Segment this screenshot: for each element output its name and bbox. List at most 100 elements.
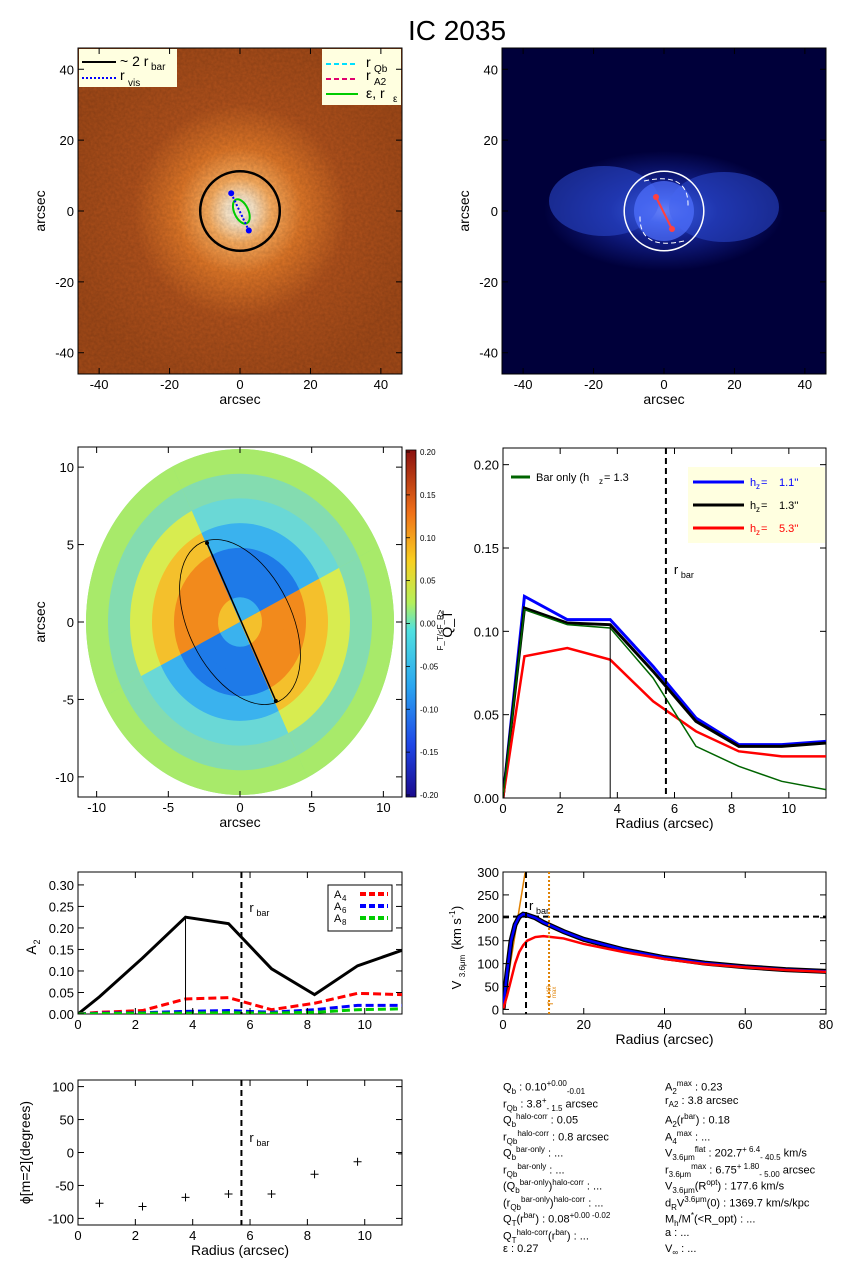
panel5-series-line — [78, 991, 402, 1014]
stat-text: : ... — [678, 1243, 697, 1255]
panel2-ytick-label: -40 — [479, 346, 498, 361]
panel4-legend-eq: = — [761, 500, 767, 512]
panel7-ytick-label: 50 — [60, 1113, 74, 1128]
stat-sup: bar — [555, 1227, 567, 1237]
stat-text: : 0.27 — [507, 1243, 539, 1255]
panel6-ylabel: V — [449, 980, 464, 989]
panel5-ylabel-sub: 2 — [32, 939, 42, 944]
panel3-map — [77, 446, 403, 798]
stat-sub: A2 — [668, 1099, 679, 1109]
stat-line: ε : 0.27 — [503, 1241, 610, 1258]
panel3-colorbar-label: 0.15 — [420, 491, 436, 500]
stat-line: QT(rbar) : 0.08+0.00 -0.02 — [503, 1208, 610, 1228]
stat-sub: 4 — [672, 1136, 677, 1146]
panel6-ylabel-paren: ) — [449, 906, 464, 910]
panel6-rmax-sub: max — [552, 987, 558, 998]
panel1-ytick-label: 0 — [67, 204, 74, 219]
stat-text: : ... — [546, 1164, 565, 1177]
panel7-point — [95, 1199, 104, 1208]
panel1-xtick-label: 40 — [374, 377, 388, 392]
stat-text: : 0.10 — [516, 1081, 547, 1094]
stat-text: V — [665, 1147, 673, 1160]
stat-text: r — [503, 1131, 507, 1144]
stat-text: : ... — [544, 1147, 564, 1160]
panel4-xlabel: Radius (arcsec) — [615, 815, 713, 831]
stat-sup: max — [676, 1079, 692, 1088]
stat-text: (r — [503, 1197, 511, 1210]
stat-text: A — [665, 1114, 673, 1127]
stat-sup: + 6.4 — [742, 1145, 761, 1154]
panel5-legend: A 4A 6A 8 — [327, 884, 393, 932]
stat-text: /M — [678, 1213, 691, 1226]
stat-sup: +0.00 — [546, 1079, 567, 1088]
stat-text: : 3.8 arcsec — [678, 1094, 739, 1107]
stat-text: V — [676, 1197, 685, 1210]
stat-sub: Qb — [510, 1202, 521, 1212]
panel3-colorbar-title: F_T/<F_R> — [436, 609, 445, 650]
panel5-legend-sub: 6 — [342, 906, 347, 915]
stat-sub: Qb — [506, 1169, 518, 1179]
panel4-legend-name: h — [750, 523, 756, 535]
panel4-rbar-label: r — [674, 562, 679, 577]
stat-sup: max — [691, 1161, 707, 1171]
stat-sup: max — [676, 1128, 692, 1138]
panel3-colorbar-label: -0.15 — [420, 748, 439, 757]
panel4-ytick-label: 0.15 — [474, 541, 499, 556]
panel3-ring-segment — [220, 622, 250, 647]
panel4-xtick-label: 2 — [557, 801, 564, 816]
panel6-ytick-label: 300 — [477, 865, 499, 880]
stat-sub: Qb — [506, 1103, 518, 1113]
panel1-rvis-point — [245, 227, 252, 234]
panel7-point — [310, 1170, 319, 1179]
stat-text: r — [665, 1164, 669, 1177]
panel7-axes: 0 2 4 6 8 10 100 50 0 -50 -100 Radius (arcsec) ϕ[m=2… — [17, 1080, 402, 1258]
panel3-xtick-label: 0 — [236, 800, 243, 815]
stat-text: d — [665, 1197, 672, 1210]
stat-line: dRV3.6μm(0) : 1369.7 km/s/kpc — [665, 1192, 815, 1212]
stat-line: rQb : 3.8+- 1.5 arcsec — [503, 1093, 610, 1113]
panel3-ylabel: arcsec — [32, 601, 48, 642]
stat-text: (<R_opt) : ... — [693, 1213, 756, 1226]
panel2-image — [501, 47, 827, 375]
panel5-legend-name: A — [334, 889, 342, 901]
panel2-spiral-arm — [643, 178, 689, 207]
panel7-ytick-label: -100 — [48, 1211, 74, 1226]
stat-sup: + 1.80 — [736, 1161, 760, 1171]
panel7-ytick-label: -50 — [55, 1178, 74, 1193]
stat-line: a : ... — [665, 1225, 815, 1242]
panel7-rbar-label: r — [249, 1130, 254, 1145]
panel4-series-line — [503, 593, 826, 798]
stat-text: : 0.05 — [547, 1114, 579, 1127]
panel3-xtick-label: 10 — [376, 800, 390, 815]
stat-text: Q — [503, 1147, 512, 1160]
panel2-bar-circle — [623, 170, 705, 252]
panel4-series-line — [503, 605, 826, 798]
panel3-ytick-label: -5 — [62, 692, 74, 707]
panel1-legend-label-bar: ~ 2 r — [120, 53, 149, 69]
panel6-ytick-label: 50 — [485, 980, 499, 995]
panel4-legend-bar-sub: z — [599, 477, 603, 486]
stat-sup: 3.6μm — [684, 1194, 707, 1204]
panel5-xtick-label: 6 — [246, 1017, 253, 1032]
stat-sup: halo-corr — [552, 1178, 584, 1187]
panel5-ytick-label: 0.25 — [49, 899, 74, 914]
panel5-rbar-sub: bar — [256, 908, 269, 918]
figure-title: IC 2035 — [408, 15, 506, 46]
stat-line: Mh/M*(<R_opt) : ... — [665, 1208, 815, 1228]
panel1-xlabel: arcsec — [219, 391, 260, 407]
panel5-xtick-label: 2 — [132, 1017, 139, 1032]
panel4-ytick-label: 0.10 — [474, 624, 499, 639]
stat-sub: b — [511, 1086, 517, 1096]
panel6-axes: 0 20 40 60 80 0 50 100 150 200 250 300 Radius (arcse… — [448, 865, 833, 1047]
stat-text: : 0.23 — [691, 1081, 723, 1094]
panel3-colorbar-label: -0.10 — [420, 705, 439, 714]
panel4-series-line — [503, 608, 826, 798]
stat-line: rA2 : 3.8 arcsec — [665, 1093, 815, 1110]
panel3-bar-ellipse — [179, 539, 301, 705]
panel3-ytick-label: 0 — [67, 615, 74, 630]
panel7-point — [138, 1202, 147, 1211]
panel4-legend-name: h — [750, 477, 756, 489]
panel6-rmax-sup: 1/4R — [547, 985, 553, 998]
panel1-legend-label-vis-sub: vis — [128, 78, 140, 89]
stat-text: (R — [694, 1180, 707, 1193]
